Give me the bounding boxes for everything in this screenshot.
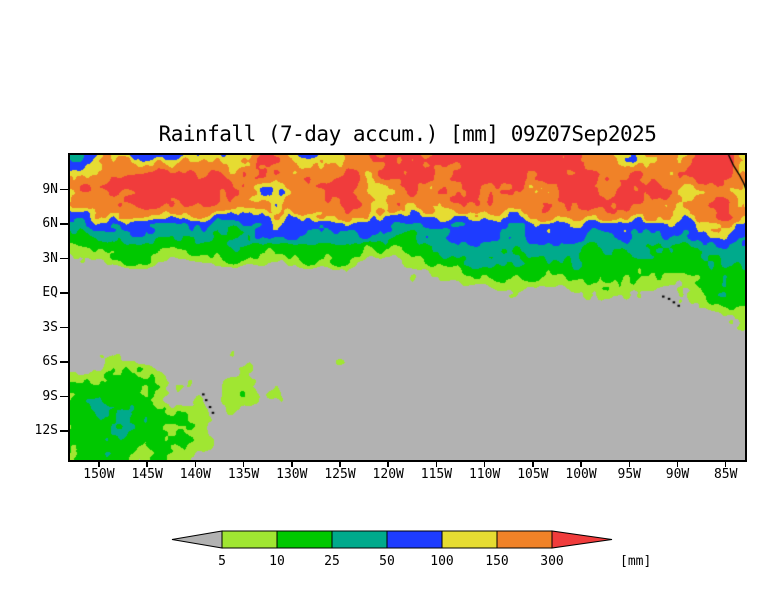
lon-tick-mark xyxy=(676,462,679,467)
lat-tick-mark xyxy=(60,395,68,398)
colorbar-level-label: 300 xyxy=(540,554,563,569)
colorbar-segment xyxy=(386,530,443,549)
colorbar-segment xyxy=(331,530,388,549)
colorbar-level-label: 25 xyxy=(324,554,340,569)
lon-tick-mark xyxy=(98,462,100,467)
lon-tick-label: 145W xyxy=(131,467,163,482)
lon-tick-mark xyxy=(628,462,631,467)
lon-tick-mark xyxy=(483,462,486,467)
lon-tick-label: 125W xyxy=(324,467,356,482)
lat-tick-mark xyxy=(60,430,68,432)
lat-tick-label: 6N xyxy=(42,216,58,232)
colorbar-units-label: [mm] xyxy=(620,554,651,569)
colorbar-segment xyxy=(276,530,333,549)
colorbar-segment xyxy=(221,530,278,549)
colorbar-segment xyxy=(441,530,498,549)
colorbar-level-label: 10 xyxy=(269,554,285,569)
colorbar-level-label: 150 xyxy=(485,554,508,569)
colorbar-level-label: 100 xyxy=(430,554,453,569)
lon-tick-label: 85W xyxy=(713,467,738,482)
rainfall-map-canvas xyxy=(70,155,745,460)
lon-tick-mark xyxy=(724,462,727,467)
lon-tick-label: 110W xyxy=(468,467,501,482)
lat-tick-mark xyxy=(60,223,68,225)
lon-tick-mark xyxy=(242,462,245,467)
colorbar-level-label: 5 xyxy=(218,554,226,569)
colorbar: 5 10 25 50 100 150 300 [mm] xyxy=(171,530,651,569)
lon-tick-mark xyxy=(339,462,341,467)
lon-tick-label: 150W xyxy=(83,467,115,482)
lat-tick-label: 9S xyxy=(42,388,58,404)
lon-tick-label: 115W xyxy=(420,467,453,482)
colorbar-segment xyxy=(496,530,553,549)
lon-tick-label: 135W xyxy=(227,467,260,482)
lon-tick-mark xyxy=(194,462,197,467)
lon-tick-label: 130W xyxy=(276,467,308,482)
lat-tick-mark xyxy=(60,326,68,329)
plot-title: Rainfall (7-day accum.) [mm] 09Z07Sep202… xyxy=(158,122,657,146)
lat-tick-label: 3S xyxy=(42,319,58,335)
lat-tick-label: EQ xyxy=(42,285,58,301)
lat-tick-mark xyxy=(60,292,68,294)
lon-tick-mark xyxy=(532,462,534,467)
lon-tick-mark xyxy=(291,462,293,467)
colorbar-arrow-high xyxy=(551,530,613,549)
lon-tick-label: 120W xyxy=(372,467,404,482)
lon-tick-label: 105W xyxy=(517,467,549,482)
lon-tick-mark xyxy=(146,462,148,467)
lon-tick-label: 90W xyxy=(665,467,690,482)
lon-tick-mark xyxy=(435,462,438,467)
colorbar-arrow-low xyxy=(171,530,223,549)
lon-tick-label: 95W xyxy=(617,467,642,482)
lon-tick-label: 140W xyxy=(179,467,211,482)
map-frame xyxy=(68,153,747,462)
colorbar-level-label: 50 xyxy=(379,554,395,569)
lat-tick-mark xyxy=(60,188,68,191)
lat-tick-label: 3N xyxy=(42,250,58,266)
lon-tick-label: 100W xyxy=(565,467,597,482)
lat-tick-label: 9N xyxy=(42,181,58,197)
lon-tick-mark xyxy=(580,462,582,467)
lat-tick-mark xyxy=(60,257,68,260)
lat-tick-label: 12S xyxy=(34,423,58,439)
lat-tick-label: 6S xyxy=(42,354,58,370)
lon-tick-mark xyxy=(387,462,389,467)
lat-tick-mark xyxy=(60,361,68,363)
